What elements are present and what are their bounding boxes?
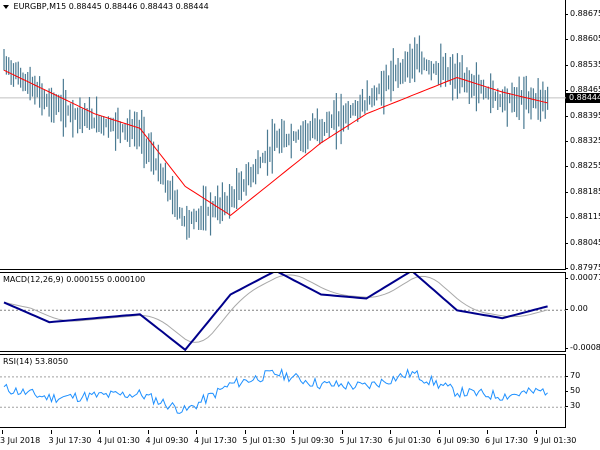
- time-axis-label: 5 Jul 01:30: [242, 430, 286, 445]
- rsi-line: [3, 367, 548, 414]
- price-axis-tick-label: 0.88605: [570, 34, 600, 44]
- rsi-axis-tick-label: 50: [570, 386, 581, 396]
- time-axis-label: 4 Jul 09:30: [145, 430, 189, 445]
- rsi-axis: 70 50 30: [565, 354, 600, 428]
- price-axis-tick-label: 0.88325: [570, 136, 600, 145]
- price-axis-tick-label: 0.88255: [570, 161, 600, 171]
- price-axis-tick-label: 0.88115: [570, 212, 600, 222]
- macd-label: MACD(12,26,9) 0.000155 0.000100: [3, 275, 146, 284]
- symbol-header: EURGBP,M15 0.88445 0.88446 0.88443 0.884…: [3, 2, 209, 11]
- macd-axis: 0.000713 0.00 -0.000881: [565, 272, 600, 352]
- macd-pane[interactable]: MACD(12,26,9) 0.000155 0.000100: [0, 272, 566, 352]
- price-axis-tick-label: 0.88675: [570, 9, 600, 18]
- macd-signal-line: [3, 274, 548, 343]
- price-chart-pane[interactable]: EURGBP,M15 0.88445 0.88446 0.88443 0.884…: [0, 0, 566, 270]
- price-axis-tick-label: 0.88535: [570, 59, 600, 69]
- price-axis-tick-label: 0.88465: [570, 85, 600, 95]
- symbol-label: EURGBP,M15: [13, 2, 67, 11]
- current-price-tag: 0.88444: [566, 92, 600, 103]
- quotes-label: 0.88445 0.88446 0.88443 0.88444: [68, 2, 209, 11]
- price-bars: [3, 35, 549, 240]
- macd-axis-tick-label: 0.00: [570, 304, 588, 314]
- macd-axis-tick-label: -0.000881: [570, 343, 600, 352]
- time-axis-label: 9 Jul 01:30: [533, 430, 577, 445]
- time-axis-label: 5 Jul 17:30: [339, 430, 383, 445]
- macd-axis-tick-label: 0.000713: [570, 273, 600, 282]
- moving-average-line: [3, 69, 548, 217]
- price-axis-tick-label: 0.87975: [570, 263, 600, 272]
- time-axis-label: 6 Jul 17:30: [485, 430, 528, 445]
- price-axis: 0.88675 0.88605 0.88535 0.88465 0.88395 0.883…: [565, 0, 600, 272]
- macd-main-line: [3, 273, 548, 352]
- time-axis-label: 6 Jul 01:30: [388, 430, 431, 445]
- rsi-pane[interactable]: RSI(14) 53.8050: [0, 354, 566, 428]
- rsi-chart-svg: [0, 367, 566, 414]
- time-axis: 3 Jul 2018 3 Jul 17:30 4 Jul 01:30 4 Jul 09…: [0, 430, 576, 450]
- price-axis-tick-label: 0.88185: [570, 186, 600, 196]
- time-axis-label: 4 Jul 01:30: [97, 430, 140, 445]
- rsi-axis-tick-label: 70: [570, 370, 581, 380]
- dropdown-arrow-icon[interactable]: [3, 4, 9, 9]
- time-axis-label: 3 Jul 2018: [0, 430, 41, 445]
- price-axis-tick-label: 0.88045: [570, 237, 600, 247]
- rsi-label: RSI(14) 53.8050: [3, 357, 69, 366]
- macd-chart-svg: [0, 273, 566, 352]
- time-axis-label: 6 Jul 09:30: [436, 430, 480, 445]
- price-chart-svg: [0, 35, 566, 240]
- time-axis-label: 5 Jul 09:30: [291, 430, 334, 445]
- time-axis-label: 4 Jul 17:30: [194, 430, 237, 445]
- price-axis-tick-label: 0.88395: [570, 110, 600, 120]
- time-axis-label: 3 Jul 17:30: [48, 430, 92, 445]
- rsi-axis-tick-label: 30: [570, 401, 581, 411]
